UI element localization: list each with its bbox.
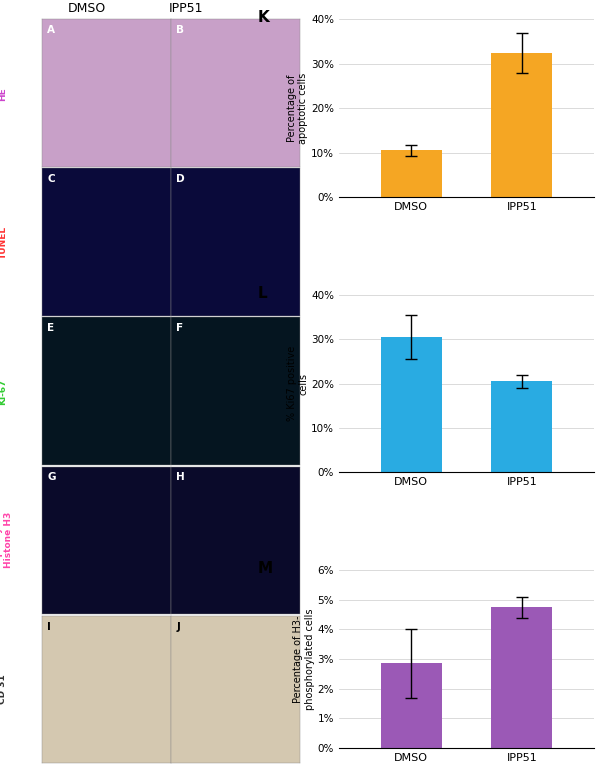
Y-axis label: Percentage of
apoptotic cells: Percentage of apoptotic cells	[287, 72, 308, 143]
Text: H: H	[176, 473, 185, 483]
Text: C: C	[47, 174, 55, 184]
Text: B: B	[176, 25, 184, 35]
Text: I: I	[47, 621, 51, 631]
Text: Ki-67: Ki-67	[0, 378, 8, 405]
Y-axis label: % Ki67 positive
cells: % Ki67 positive cells	[287, 346, 308, 421]
Text: HE: HE	[0, 87, 7, 100]
Bar	[380, 150, 442, 197]
Text: F: F	[176, 323, 184, 333]
Text: D: D	[176, 174, 185, 184]
Text: CD 31: CD 31	[0, 674, 8, 704]
Text: L: L	[257, 286, 267, 301]
Bar	[491, 608, 553, 748]
Bar	[380, 664, 442, 748]
Bar	[491, 382, 553, 473]
Text: TUNEL: TUNEL	[0, 226, 8, 259]
Text: DMSO: DMSO	[68, 2, 106, 15]
Y-axis label: Percentage of H3-
phosphorylated cells: Percentage of H3- phosphorylated cells	[293, 608, 315, 710]
Bar	[491, 52, 553, 197]
Text: J: J	[176, 621, 181, 631]
Text: K: K	[257, 10, 269, 25]
Text: Phosphorylated
Histone H3: Phosphorylated Histone H3	[0, 500, 13, 580]
Text: E: E	[47, 323, 54, 333]
Text: M: M	[257, 561, 272, 576]
Text: G: G	[47, 473, 56, 483]
Bar	[380, 337, 442, 473]
Text: IPP51: IPP51	[169, 2, 203, 15]
Text: A: A	[47, 25, 55, 35]
